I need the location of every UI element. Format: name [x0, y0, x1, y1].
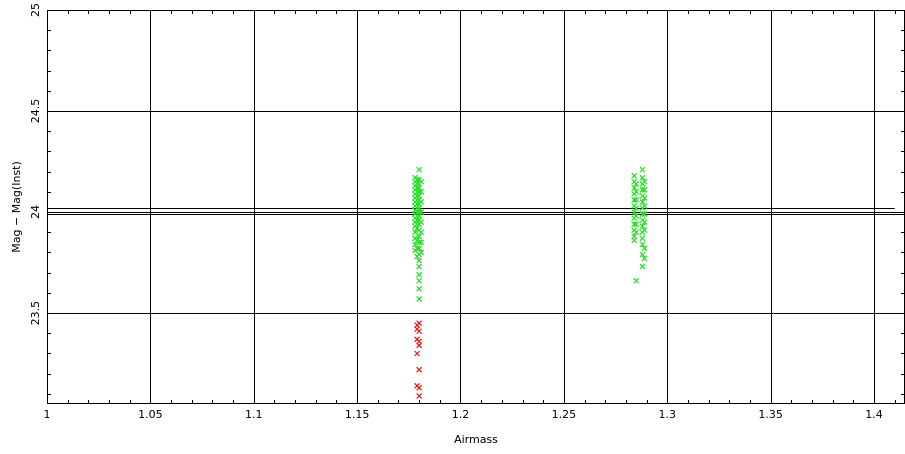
data-point — [416, 366, 423, 373]
x-tick-label: 1.35 — [758, 408, 783, 421]
data-point — [633, 188, 640, 195]
data-point — [639, 251, 646, 258]
data-point — [416, 263, 423, 270]
data-point — [631, 197, 638, 203]
data-point — [633, 197, 640, 203]
data-points — [412, 166, 648, 399]
data-point — [641, 211, 648, 217]
data-point — [416, 392, 423, 399]
data-point — [639, 241, 646, 248]
data-point — [639, 263, 646, 270]
data-point — [418, 188, 425, 195]
ticks-layer — [47, 10, 905, 404]
x-axis-label: Airmass — [454, 433, 498, 446]
data-point — [641, 194, 648, 201]
data-point — [414, 176, 421, 183]
x-tick-label: 1.15 — [345, 408, 370, 421]
x-tick-label: 1.25 — [552, 408, 577, 421]
y-tick-label: 23.5 — [29, 301, 42, 326]
data-point — [641, 178, 648, 185]
data-point — [414, 217, 421, 224]
data-point — [414, 201, 421, 207]
data-point — [641, 255, 648, 262]
data-point — [639, 235, 646, 242]
data-point — [633, 221, 640, 228]
data-point — [633, 213, 640, 220]
fit-lines — [47, 208, 905, 215]
data-point — [641, 245, 648, 252]
data-point — [641, 186, 648, 193]
data-point — [418, 249, 425, 256]
data-point — [418, 178, 425, 185]
data-point — [639, 223, 646, 230]
data-point — [633, 277, 640, 284]
data-point — [414, 350, 421, 357]
data-point — [416, 320, 423, 327]
grid-layer — [47, 10, 905, 404]
data-point — [416, 342, 423, 349]
x-tick-label: 1.05 — [138, 408, 163, 421]
data-point — [633, 205, 640, 211]
data-point — [416, 277, 423, 284]
plot-frame — [47, 10, 905, 404]
data-point — [416, 239, 423, 246]
data-point — [416, 384, 423, 391]
data-point — [416, 166, 423, 173]
data-point — [631, 237, 638, 244]
data-point — [418, 229, 425, 236]
data-point — [639, 199, 646, 205]
data-point — [641, 227, 648, 234]
x-tick-label: 1.3 — [658, 408, 676, 421]
data-point — [631, 209, 638, 215]
data-point — [639, 166, 646, 173]
data-point — [416, 328, 423, 335]
data-point — [418, 199, 425, 205]
data-point — [418, 219, 425, 226]
x-tick-label: 1.4 — [865, 408, 883, 421]
x-tick-label: 1 — [44, 408, 51, 421]
data-point — [416, 271, 423, 278]
data-point — [416, 296, 423, 302]
data-point — [639, 211, 646, 217]
data-point — [633, 229, 640, 236]
data-point — [631, 221, 638, 228]
data-point — [631, 184, 638, 191]
data-point — [416, 233, 423, 240]
data-point — [418, 209, 425, 215]
y-axis-label: Mag − Mag(Inst) — [10, 161, 23, 252]
y-tick-label: 24 — [29, 205, 42, 219]
data-point — [631, 172, 638, 179]
data-point — [416, 245, 423, 252]
data-point — [416, 257, 423, 264]
data-point — [641, 219, 648, 226]
data-point — [639, 186, 646, 193]
data-point — [641, 203, 648, 209]
tick-labels: 1 1.05 1.1 1.15 1.2 1.25 1.3 1.35 1.4 23.5 24 24.5 2… — [29, 3, 883, 421]
y-tick-label: 25 — [29, 3, 42, 17]
data-point — [633, 180, 640, 187]
data-point — [416, 285, 423, 292]
x-tick-label: 1.2 — [452, 408, 470, 421]
data-point — [639, 174, 646, 181]
x-tick-label: 1.1 — [245, 408, 263, 421]
data-point — [418, 239, 425, 246]
y-tick-label: 24.5 — [29, 99, 42, 124]
